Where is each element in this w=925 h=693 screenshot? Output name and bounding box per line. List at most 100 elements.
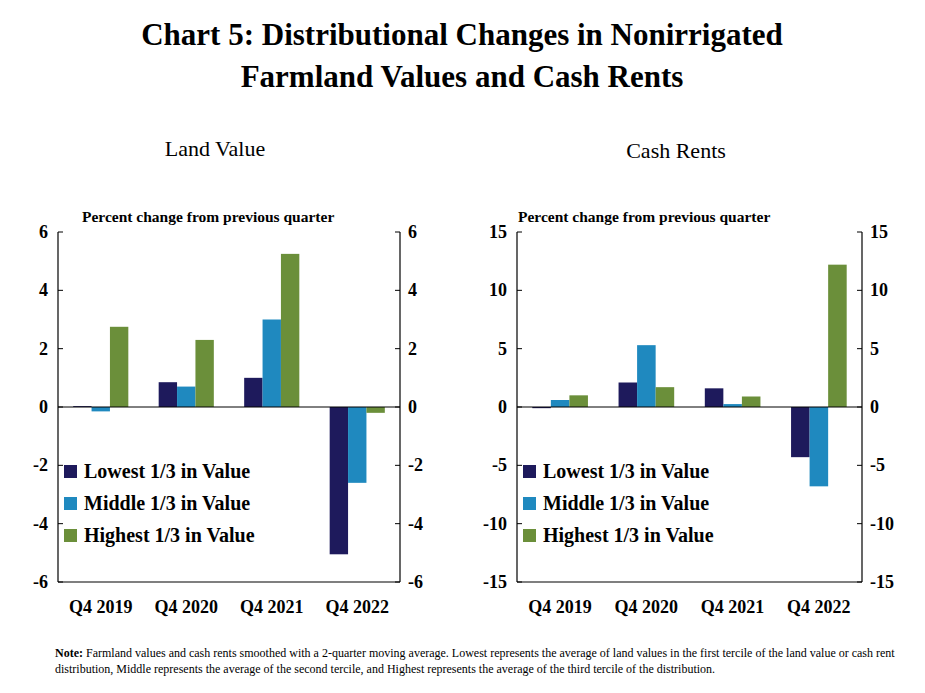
y-tick-label: 0 — [39, 397, 48, 417]
y2-tick-label: 6 — [408, 222, 417, 242]
y2-tick — [857, 582, 862, 583]
bars — [532, 265, 846, 487]
bar — [330, 407, 348, 554]
y2-tick-label: 2 — [408, 339, 417, 359]
x-tick-label: Q4 2020 — [615, 597, 679, 617]
bar — [110, 327, 128, 407]
bar — [619, 383, 638, 408]
y-tick — [517, 290, 522, 291]
y-tick-label: -10 — [483, 514, 507, 534]
y-tick-label: -2 — [33, 455, 48, 475]
y2-tick — [395, 290, 400, 291]
y2-tick-label: -2 — [408, 455, 423, 475]
panel: Land ValuePercent change from previous q… — [33, 136, 423, 617]
y-tick-label: -15 — [483, 572, 507, 592]
y-tick-label: 5 — [498, 339, 507, 359]
bar — [348, 407, 366, 483]
bar — [810, 407, 829, 486]
zero-line — [58, 407, 400, 408]
y-tick — [517, 407, 522, 408]
bars — [73, 254, 385, 554]
y-tick — [58, 582, 63, 583]
bar — [569, 395, 588, 407]
bar — [195, 340, 213, 407]
y2-tick-label: 4 — [408, 280, 417, 300]
legend-label: Lowest 1/3 in Value — [543, 460, 709, 482]
y2-tick-label: 5 — [870, 339, 879, 359]
zero-line — [517, 407, 862, 408]
x-tick-label: Q4 2022 — [787, 597, 851, 617]
panel-title: Cash Rents — [626, 138, 726, 163]
legend-label: Middle 1/3 in Value — [84, 492, 250, 514]
y-tick-label: 0 — [498, 397, 507, 417]
chart-note: Note: Farmland values and cash rents smo… — [55, 645, 910, 677]
legend-label: Highest 1/3 in Value — [543, 524, 714, 547]
y2-tick — [857, 465, 862, 466]
x-axis-line — [58, 581, 400, 582]
y2-tick-label: -15 — [870, 572, 894, 592]
bar — [791, 407, 810, 457]
legend: Lowest 1/3 in Value Middle 1/3 in Value Hi… — [64, 460, 255, 547]
y-tick — [58, 407, 63, 408]
y-tick-label: 15 — [489, 222, 507, 242]
chart-title: Chart 5: Distributional Changes in Nonir… — [72, 14, 852, 98]
y-tick-label: -6 — [33, 572, 48, 592]
y2-tick — [857, 348, 862, 349]
y2-tick — [395, 232, 400, 233]
y-tick — [517, 348, 522, 349]
x-tick-label: Q4 2021 — [701, 597, 765, 617]
bar — [551, 400, 570, 407]
bar — [366, 407, 384, 413]
y-tick — [58, 523, 63, 524]
y2-tick-label: -5 — [870, 455, 885, 475]
y-tick — [58, 290, 63, 291]
y2-tick-label: -10 — [870, 514, 894, 534]
y2-tick — [857, 232, 862, 233]
y-tick — [58, 232, 63, 233]
y2-tick — [857, 290, 862, 291]
bar — [705, 388, 724, 407]
x-tick-label: Q4 2020 — [154, 597, 218, 617]
y2-tick — [395, 582, 400, 583]
legend-swatch — [64, 465, 77, 478]
bar — [828, 265, 847, 407]
legend-swatch — [64, 529, 77, 542]
bar — [263, 320, 281, 408]
y2-tick — [857, 523, 862, 524]
y-tick — [58, 348, 63, 349]
y2-tick — [395, 348, 400, 349]
legend-swatch — [523, 529, 536, 542]
bar — [177, 387, 195, 407]
y-tick-label: 2 — [39, 339, 48, 359]
y-axis-label: Percent change from previous quarter — [518, 208, 770, 225]
legend-swatch — [523, 497, 536, 510]
y2-tick — [395, 523, 400, 524]
y2-tick-label: -4 — [408, 514, 423, 534]
y-tick-label: 10 — [489, 280, 507, 300]
legend-swatch — [64, 497, 77, 510]
bar — [244, 378, 262, 407]
y2-tick-label: 0 — [870, 397, 879, 417]
y-tick — [517, 582, 522, 583]
legend-label: Lowest 1/3 in Value — [84, 460, 250, 482]
y-tick — [517, 523, 522, 524]
note-text: Farmland values and cash rents smoothed … — [55, 646, 895, 676]
y-tick-label: 6 — [39, 222, 48, 242]
y-tick — [517, 465, 522, 466]
x-tick-label: Q4 2021 — [240, 597, 304, 617]
y-tick-label: 4 — [39, 280, 48, 300]
y-tick-label: -4 — [33, 514, 48, 534]
y2-tick-label: 15 — [870, 222, 888, 242]
note-label: Note: — [55, 646, 83, 660]
bar — [281, 254, 299, 407]
legend-label: Highest 1/3 in Value — [84, 524, 255, 547]
bar — [92, 407, 110, 411]
y2-tick — [395, 465, 400, 466]
legend: Lowest 1/3 in ValueMiddle 1/3 in ValueHi… — [523, 460, 714, 547]
y-tick — [517, 232, 522, 233]
x-axis-line — [517, 581, 862, 582]
y2-tick — [857, 407, 862, 408]
bar — [656, 387, 675, 407]
chart-canvas: Land ValuePercent change from previous q… — [0, 0, 925, 693]
y2-tick-label: 10 — [870, 280, 888, 300]
